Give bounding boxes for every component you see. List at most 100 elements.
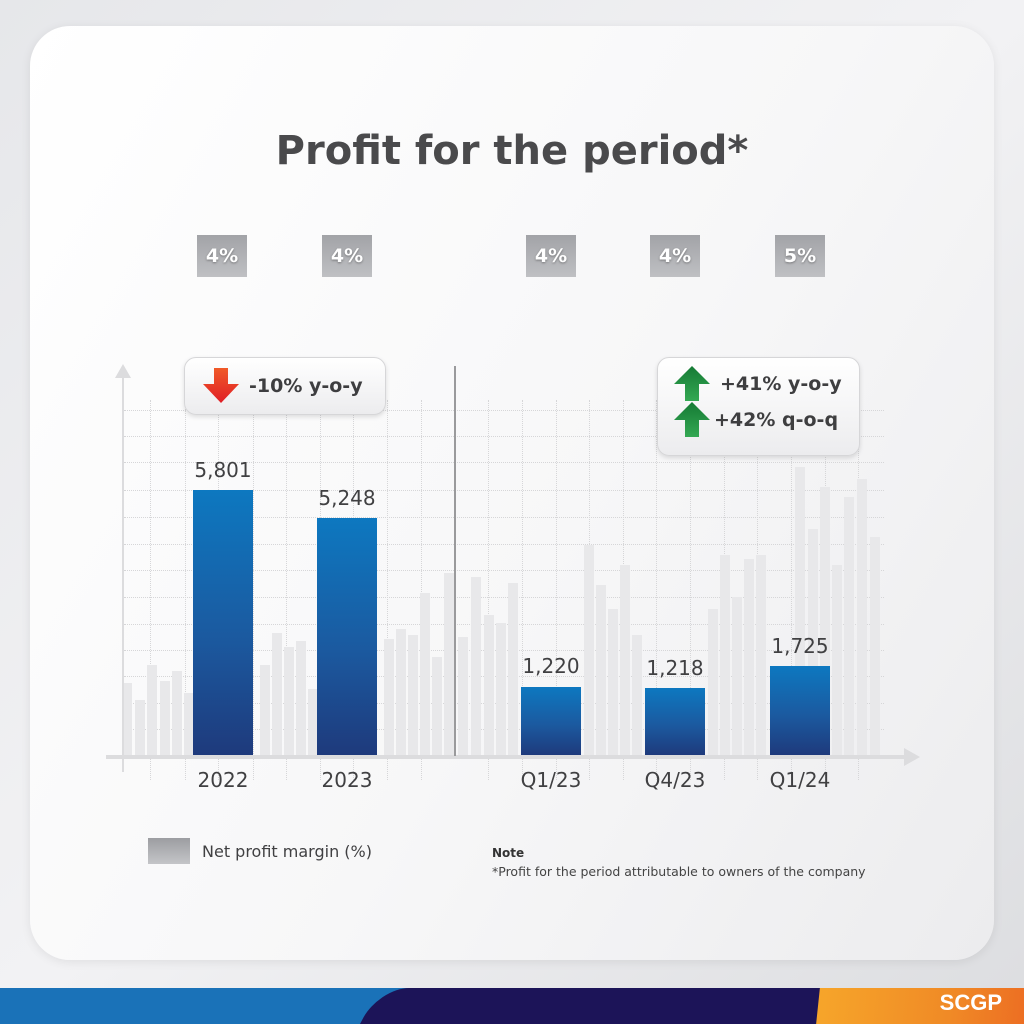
background-bar bbox=[184, 693, 194, 755]
footer-navy-segment bbox=[360, 988, 850, 1024]
gridline bbox=[124, 410, 884, 411]
value-label-q1-24: 1,725 bbox=[771, 634, 829, 658]
scgp-logo: SCGP bbox=[939, 990, 1002, 1015]
margin-badge-q1-24: 5% bbox=[775, 235, 825, 277]
background-bar bbox=[795, 467, 805, 755]
background-bar bbox=[820, 487, 830, 755]
note-text: *Profit for the period attributable to o… bbox=[492, 864, 866, 879]
bar-2023 bbox=[317, 518, 377, 755]
background-bar bbox=[122, 683, 132, 755]
background-bar bbox=[832, 565, 842, 755]
margin-badge-q1-23: 4% bbox=[526, 235, 576, 277]
background-bar bbox=[508, 583, 518, 755]
background-bar bbox=[260, 665, 270, 755]
y-axis bbox=[122, 376, 124, 772]
category-label-2023: 2023 bbox=[321, 768, 373, 792]
background-bar bbox=[857, 479, 867, 755]
background-bar bbox=[608, 609, 618, 755]
margin-badge-q4-23: 4% bbox=[650, 235, 700, 277]
background-bar bbox=[471, 577, 481, 755]
legend-label-margin: Net profit margin (%) bbox=[202, 842, 372, 861]
gridline bbox=[556, 400, 557, 780]
value-label-q1-23: 1,220 bbox=[522, 654, 580, 678]
annual-change-text: -10% y-o-y bbox=[249, 375, 363, 397]
arrow-up-icon bbox=[674, 402, 710, 437]
chart-title: Profit for the period* bbox=[275, 128, 749, 174]
background-bar bbox=[135, 700, 145, 755]
legend-swatch-margin bbox=[148, 838, 190, 864]
background-bar bbox=[384, 639, 394, 755]
background-bar bbox=[584, 545, 594, 755]
bar-q1-23 bbox=[521, 687, 581, 755]
gridline bbox=[124, 570, 884, 571]
gridline bbox=[253, 400, 254, 780]
gridline bbox=[124, 517, 884, 518]
background-bar bbox=[432, 657, 442, 755]
background-bar bbox=[596, 585, 606, 755]
arrow-down-icon bbox=[203, 368, 239, 403]
bar-q4-23 bbox=[645, 688, 705, 755]
background-bar bbox=[396, 629, 406, 755]
x-axis bbox=[106, 755, 906, 759]
qoq-change-text: +42% q-o-q bbox=[714, 409, 839, 431]
background-bar bbox=[160, 681, 170, 755]
qoq-change-row: +42% q-o-q bbox=[672, 402, 859, 438]
background-bar bbox=[172, 671, 182, 755]
background-bar bbox=[308, 689, 318, 755]
annual-quarterly-divider bbox=[454, 366, 456, 756]
background-bar bbox=[632, 635, 642, 755]
gridline bbox=[124, 462, 884, 463]
gridline bbox=[124, 597, 884, 598]
category-label-q4-23: Q4/23 bbox=[644, 768, 706, 792]
gridline bbox=[522, 400, 523, 780]
background-bar bbox=[420, 593, 430, 755]
category-label-2022: 2022 bbox=[197, 768, 249, 792]
gridline bbox=[656, 400, 657, 780]
value-label-2023: 5,248 bbox=[318, 486, 376, 510]
background-bar bbox=[272, 633, 282, 755]
gridline bbox=[421, 400, 422, 780]
footer-band: SCGP bbox=[0, 988, 1024, 1024]
background-bar bbox=[732, 597, 742, 755]
category-label-q1-24: Q1/24 bbox=[769, 768, 831, 792]
margin-badge-2023: 4% bbox=[322, 235, 372, 277]
background-bar bbox=[720, 555, 730, 755]
annual-change-callout: -10% y-o-y bbox=[184, 357, 386, 415]
value-label-q4-23: 1,218 bbox=[646, 656, 704, 680]
yoy-change-row: +41% y-o-y bbox=[672, 366, 859, 402]
gridline bbox=[286, 400, 287, 780]
background-bar bbox=[620, 565, 630, 755]
background-bar bbox=[408, 635, 418, 755]
y-axis-arrow bbox=[115, 364, 131, 378]
quarterly-change-callout: +41% y-o-y +42% q-o-q bbox=[657, 357, 860, 456]
gridline bbox=[690, 400, 691, 780]
gridline bbox=[185, 400, 186, 780]
background-bar bbox=[147, 665, 157, 755]
chart-card bbox=[30, 26, 994, 960]
gridline bbox=[124, 490, 884, 491]
note-title: Note bbox=[492, 846, 525, 860]
bar-q1-24 bbox=[770, 666, 830, 755]
background-bar bbox=[708, 609, 718, 755]
gridline bbox=[150, 400, 151, 780]
gridline bbox=[387, 400, 388, 780]
value-label-2022: 5,801 bbox=[194, 458, 252, 482]
category-label-q1-23: Q1/23 bbox=[520, 768, 582, 792]
background-bar bbox=[744, 559, 754, 755]
x-axis-arrow bbox=[904, 748, 920, 766]
background-bar bbox=[284, 647, 294, 755]
background-bar bbox=[808, 529, 818, 755]
gridline bbox=[124, 436, 884, 437]
gridline bbox=[488, 400, 489, 780]
gridline bbox=[791, 400, 792, 780]
arrow-up-icon bbox=[674, 366, 710, 401]
background-bar bbox=[484, 615, 494, 755]
footer-blue-segment bbox=[0, 988, 430, 1024]
gridline bbox=[124, 544, 884, 545]
margin-badge-2022: 4% bbox=[197, 235, 247, 277]
background-bar bbox=[756, 555, 766, 755]
background-bar bbox=[870, 537, 880, 755]
background-bar bbox=[496, 623, 506, 755]
yoy-change-text: +41% y-o-y bbox=[720, 373, 842, 395]
bar-2022 bbox=[193, 490, 253, 755]
